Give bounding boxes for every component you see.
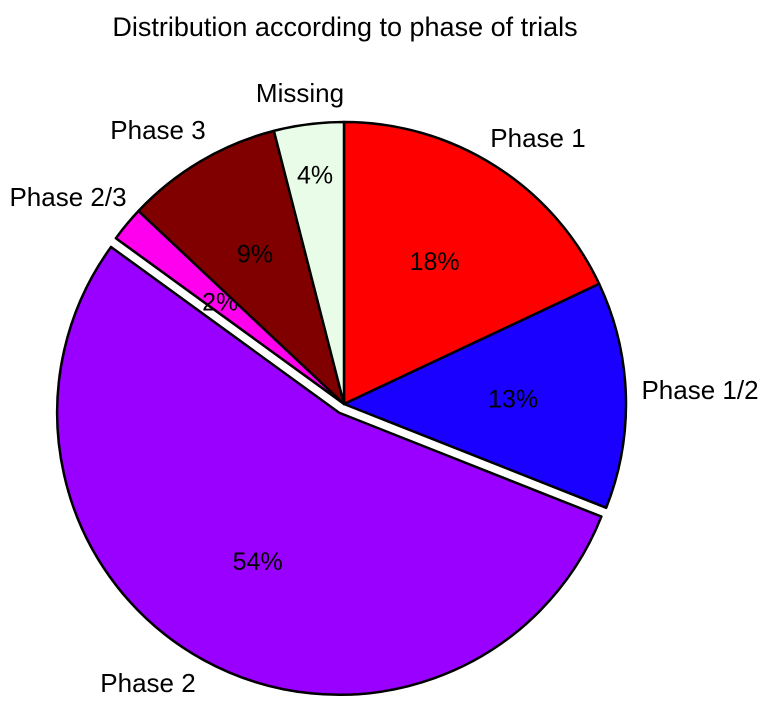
slice-value-label: 54%	[233, 548, 283, 576]
slice-value-label: 13%	[488, 386, 538, 414]
pie-slice-phase-1-2	[342, 282, 628, 510]
slice-category-label: Missing	[256, 78, 344, 108]
chart-title: Distribution according to phase of trial…	[112, 12, 578, 42]
slice-category-label: Phase 2/3	[9, 182, 126, 212]
slice-value-label: 9%	[237, 241, 273, 269]
slice-value-label: 18%	[410, 248, 460, 276]
slice-category-label: Phase 1	[490, 123, 585, 153]
pie-slice-missing	[272, 120, 346, 406]
pie-slice-phase-2	[55, 245, 603, 696]
pie-slice-phase-1	[342, 120, 601, 406]
slice-category-label: Phase 1/2	[641, 375, 758, 405]
pie-slice-phase-3	[137, 129, 346, 406]
slice-category-label: Phase 3	[110, 115, 205, 145]
slice-value-label: 4%	[297, 162, 333, 190]
slice-category-label: Phase 2	[100, 668, 195, 698]
